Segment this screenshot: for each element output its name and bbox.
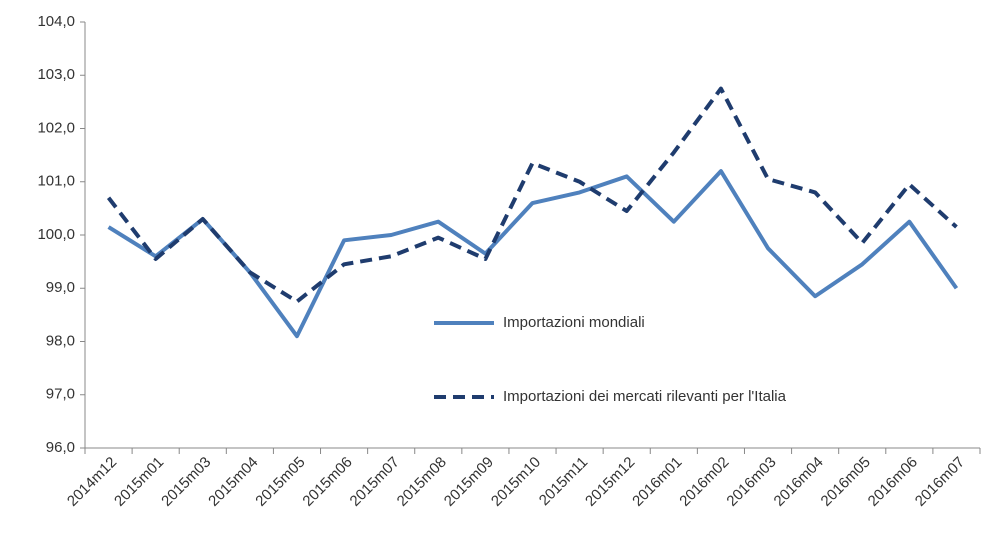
x-tick-label: 2016m03 (723, 454, 779, 510)
x-tick-label: 2015m06 (299, 454, 355, 510)
x-tick-label: 2015m04 (205, 454, 261, 510)
x-tick-label: 2015m08 (394, 454, 450, 510)
x-tick-label: 2016m05 (818, 454, 874, 510)
x-tick-label: 2016m06 (865, 454, 921, 510)
y-tick-label: 99,0 (46, 279, 75, 296)
y-tick-label: 96,0 (46, 439, 75, 456)
x-tick-label: 2016m02 (676, 454, 732, 510)
x-tick-label: 2015m10 (488, 454, 544, 510)
y-tick-label: 98,0 (46, 332, 75, 349)
y-tick-label: 100,0 (37, 226, 75, 243)
x-tick-label: 2016m01 (629, 454, 685, 510)
series-line (107, 169, 959, 339)
legend-label: Importazioni dei mercati rilevanti per l… (503, 388, 787, 405)
x-tick-label: 2015m12 (582, 454, 638, 510)
series-line (106, 86, 958, 304)
y-tick-label: 104,0 (37, 13, 75, 30)
x-tick-label: 2016m04 (771, 454, 827, 510)
y-tick-label: 97,0 (46, 386, 75, 403)
y-tick-label: 102,0 (37, 119, 75, 136)
x-tick-label: 2015m03 (158, 454, 214, 510)
x-tick-label: 2015m07 (347, 454, 403, 510)
x-tick-label: 2015m01 (111, 454, 167, 510)
y-tick-label: 101,0 (37, 173, 75, 190)
x-tick-label: 2016m07 (912, 454, 968, 510)
legend-label: Importazioni mondiali (503, 314, 645, 331)
x-tick-label: 2015m09 (441, 454, 497, 510)
x-tick-label: 2014m12 (64, 454, 120, 510)
x-tick-label: 2015m11 (536, 454, 591, 509)
y-tick-label: 103,0 (37, 66, 75, 83)
x-tick-label: 2015m05 (252, 454, 308, 510)
